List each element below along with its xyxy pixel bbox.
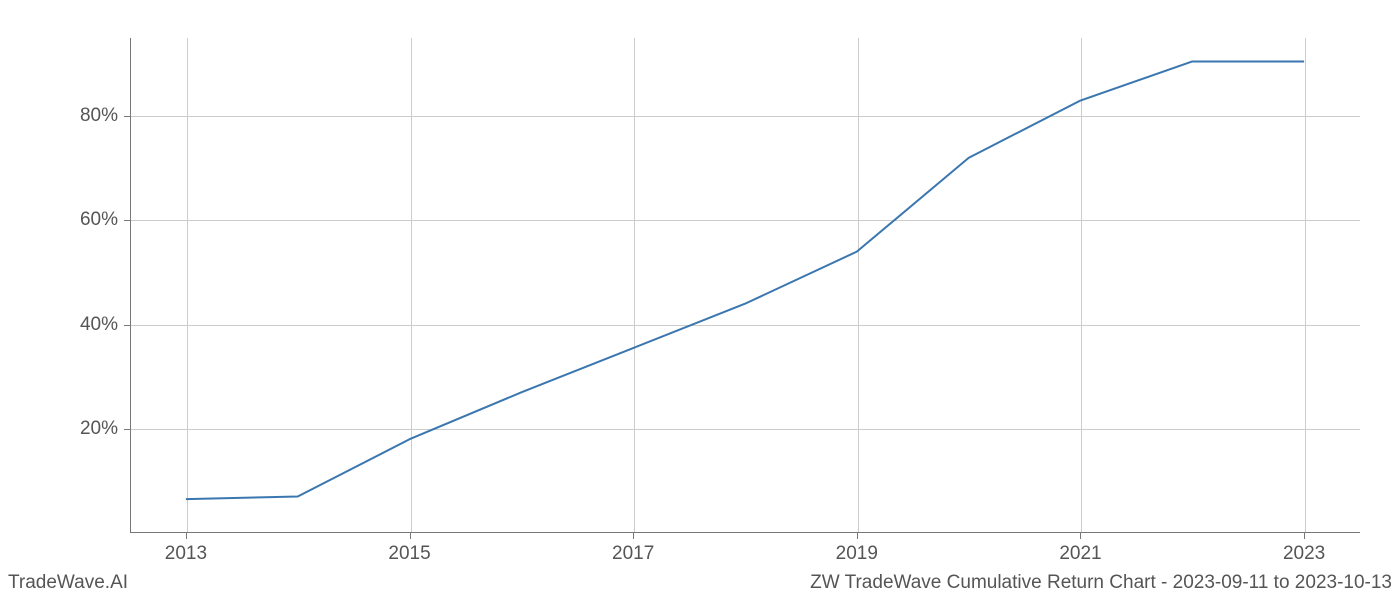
y-tick-label: 20% xyxy=(80,418,118,440)
x-tick-mark xyxy=(857,533,858,539)
x-tick-mark xyxy=(186,533,187,539)
x-tick-mark xyxy=(1080,533,1081,539)
y-tick-label: 80% xyxy=(80,105,118,127)
x-tick-label: 2023 xyxy=(1283,543,1325,565)
x-tick-label: 2013 xyxy=(165,543,207,565)
x-tick-label: 2017 xyxy=(612,543,654,565)
footer-left-text: TradeWave.AI xyxy=(8,572,128,594)
footer-right-text: ZW TradeWave Cumulative Return Chart - 2… xyxy=(810,572,1392,594)
y-tick-label: 40% xyxy=(80,314,118,336)
x-tick-mark xyxy=(1304,533,1305,539)
y-tick-mark xyxy=(124,325,130,326)
x-tick-mark xyxy=(633,533,634,539)
chart-line-layer xyxy=(0,0,1400,600)
return-line-series xyxy=(186,61,1304,499)
y-tick-mark xyxy=(124,116,130,117)
x-tick-label: 2019 xyxy=(836,543,878,565)
y-tick-mark xyxy=(124,220,130,221)
x-tick-label: 2021 xyxy=(1059,543,1101,565)
y-tick-mark xyxy=(124,429,130,430)
x-tick-label: 2015 xyxy=(388,543,430,565)
y-tick-label: 60% xyxy=(80,209,118,231)
x-tick-mark xyxy=(410,533,411,539)
